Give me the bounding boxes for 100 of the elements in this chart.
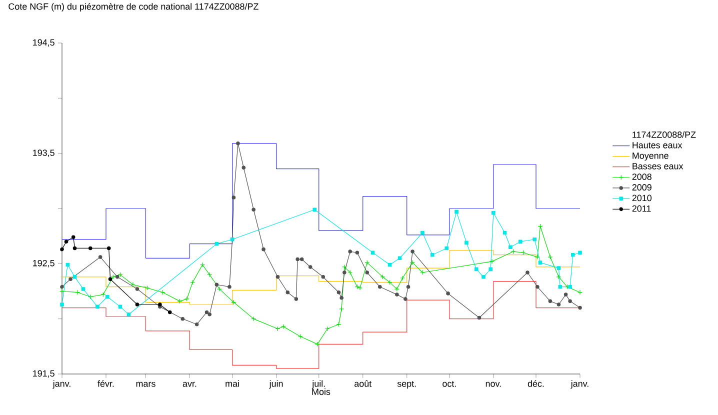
point <box>370 250 375 255</box>
point <box>336 290 341 294</box>
point <box>538 260 542 264</box>
point <box>454 210 458 214</box>
point <box>420 230 424 235</box>
x-tick-label: juin <box>269 380 283 389</box>
point <box>286 290 290 294</box>
point <box>135 287 140 291</box>
point <box>217 286 222 292</box>
point <box>444 246 448 250</box>
x-tick-label: avr. <box>182 382 196 387</box>
x-tick-label: déc. <box>528 380 544 387</box>
x-axis-title: Mois <box>312 388 330 395</box>
point <box>446 292 450 296</box>
point <box>348 250 352 254</box>
point <box>394 286 400 292</box>
point <box>556 266 561 270</box>
point <box>296 257 300 262</box>
point <box>510 249 516 254</box>
x-tick-label: nov. <box>486 382 501 387</box>
point <box>564 292 568 296</box>
point <box>280 324 286 330</box>
point <box>558 284 562 289</box>
point <box>355 250 360 255</box>
point <box>252 208 256 212</box>
point <box>364 260 370 266</box>
point <box>72 246 77 250</box>
point <box>488 267 492 272</box>
point <box>490 258 495 264</box>
point <box>477 316 482 320</box>
point <box>204 310 209 314</box>
point <box>474 267 478 272</box>
point <box>410 250 414 254</box>
point <box>340 296 344 300</box>
point <box>294 297 298 301</box>
point <box>276 275 280 279</box>
point <box>526 270 530 274</box>
point <box>88 246 92 250</box>
point <box>64 240 68 244</box>
point <box>482 275 486 279</box>
point <box>158 302 162 306</box>
point <box>358 285 363 290</box>
x-tick-label: août <box>354 380 372 387</box>
y-tick-label: 192,5 <box>33 260 54 268</box>
point <box>60 247 64 252</box>
point <box>568 299 572 304</box>
point <box>314 342 320 347</box>
point <box>548 299 552 304</box>
point <box>184 296 190 302</box>
legend-label: Hautes eaux <box>632 142 682 148</box>
point <box>518 240 522 244</box>
point <box>126 312 131 316</box>
point <box>60 284 64 289</box>
point <box>81 287 86 291</box>
point <box>532 237 536 242</box>
point <box>194 322 199 326</box>
point <box>300 257 304 262</box>
point <box>400 276 406 280</box>
x-tick-label: oct. <box>442 380 456 387</box>
point <box>100 292 106 298</box>
x-tick-label: mars <box>136 382 156 387</box>
legend-label: 2009 <box>632 184 652 191</box>
point <box>492 211 496 215</box>
point <box>168 310 172 314</box>
point <box>200 262 205 268</box>
chart-title: Cote NGF (m) du piézomètre de code national 1174ZZ0088/PZ <box>8 2 258 12</box>
point <box>180 316 185 321</box>
point <box>410 260 416 266</box>
point <box>98 255 102 259</box>
point <box>208 312 212 316</box>
point <box>430 252 434 257</box>
point <box>342 264 347 270</box>
point <box>130 282 136 288</box>
point <box>144 285 150 290</box>
point <box>106 294 110 299</box>
point <box>228 284 232 289</box>
point <box>365 270 370 274</box>
point <box>60 302 64 306</box>
point <box>398 256 402 260</box>
legend-label: 2008 <box>632 174 652 180</box>
x-tick-label: janv. <box>52 380 70 389</box>
point <box>108 277 112 282</box>
point <box>556 302 561 306</box>
point <box>262 247 266 252</box>
legend-label: 2010 <box>632 194 652 202</box>
point <box>568 284 572 289</box>
x-tick-label: févr. <box>98 380 114 387</box>
point <box>71 235 76 240</box>
point <box>190 280 196 285</box>
point <box>72 275 77 279</box>
point <box>115 275 120 279</box>
x-tick-label: mai <box>226 380 239 387</box>
x-tick-label: juil. <box>312 380 325 389</box>
point <box>68 277 72 282</box>
point <box>420 270 425 275</box>
x-tick-label: janv. <box>570 380 588 389</box>
point <box>308 265 312 269</box>
point <box>536 284 540 289</box>
legend-label: Moyenne <box>632 152 668 161</box>
point <box>578 306 582 310</box>
